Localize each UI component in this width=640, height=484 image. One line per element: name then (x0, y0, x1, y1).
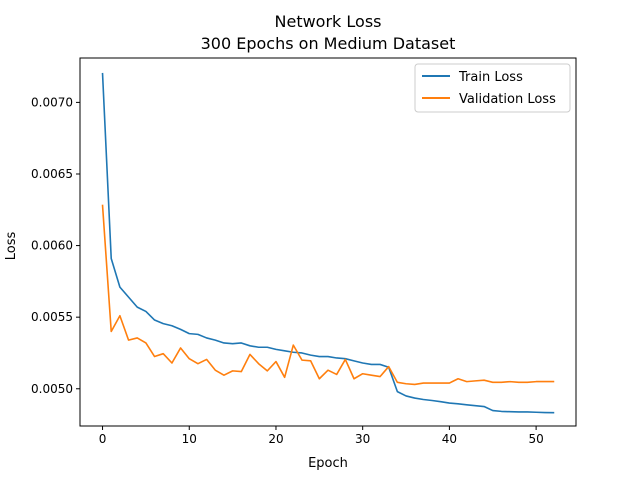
legend-train-label: Train Loss (458, 70, 523, 85)
x-axis-label: Epoch (308, 456, 348, 471)
y-tick-label: 0.0060 (31, 239, 73, 253)
y-tick-label: 0.0065 (31, 167, 73, 181)
y-axis-label: Loss (4, 232, 19, 261)
x-tick-label: 10 (182, 432, 197, 446)
train-loss-line (101, 72, 555, 414)
x-tick-label: 20 (268, 432, 283, 446)
y-tick-label: 0.0050 (31, 382, 73, 396)
x-tick-label: 30 (355, 432, 370, 446)
y-tick-label: 0.0055 (31, 310, 73, 324)
chart-title: Network Loss (275, 12, 382, 31)
y-axis-ticks: 0.0050 0.0055 0.0060 0.0065 0.0070 (31, 95, 80, 396)
x-tick-label: 50 (528, 432, 543, 446)
legend-box (414, 63, 571, 113)
legend: Train Loss Validation Loss (414, 63, 571, 113)
validation-loss-line (101, 204, 555, 386)
x-tick-label: 40 (442, 432, 457, 446)
chart-subtitle: 300 Epochs on Medium Dataset (201, 34, 456, 53)
x-axis-ticks: 0 10 20 30 40 50 (99, 426, 544, 446)
x-tick-label: 0 (99, 432, 107, 446)
plot-frame (79, 57, 577, 427)
series-layer (101, 72, 555, 414)
y-tick-label: 0.0070 (31, 95, 73, 109)
legend-validation-label: Validation Loss (459, 92, 556, 107)
